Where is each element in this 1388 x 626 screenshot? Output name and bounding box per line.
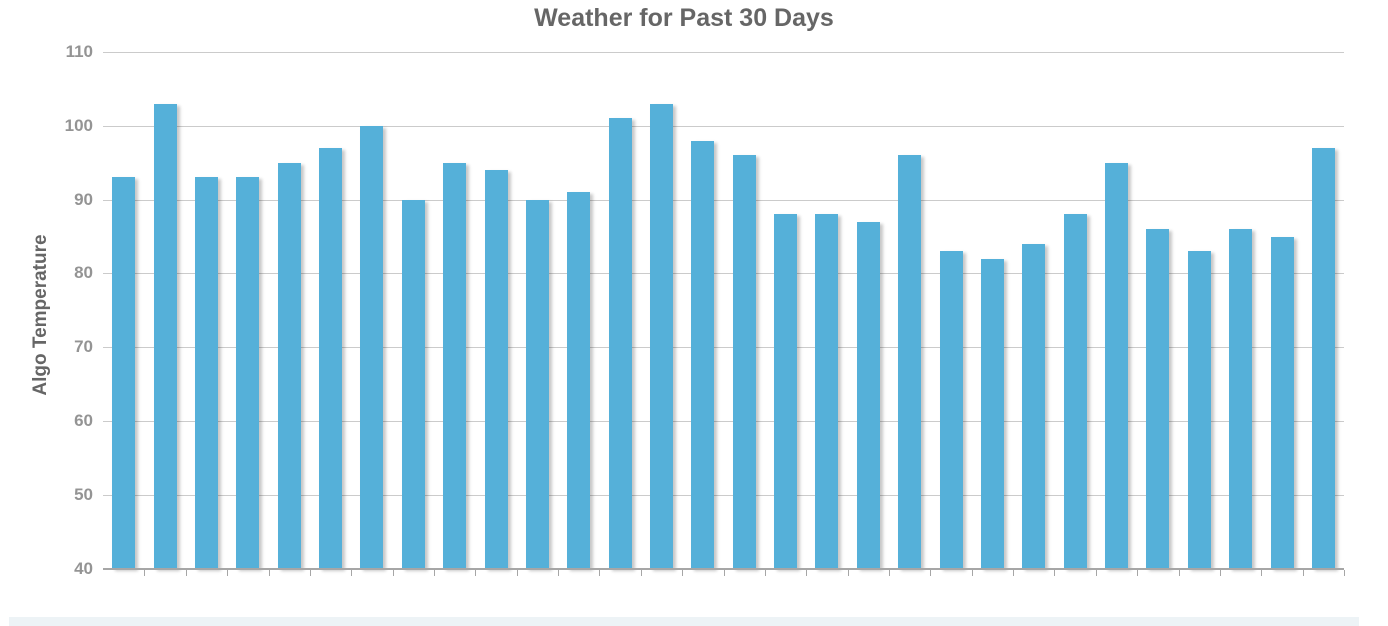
gridline-90 [103, 200, 1344, 201]
gridline-60 [103, 421, 1344, 422]
x-tick-18 [847, 570, 849, 576]
y-tick-label-100: 100 [64, 116, 93, 135]
x-tick-19 [889, 570, 890, 576]
x-tick-27 [1219, 570, 1221, 576]
y-tick-label-50: 50 [74, 485, 93, 504]
bar-day-13 [608, 118, 632, 569]
bar-day-8 [401, 199, 425, 569]
x-tick-21 [971, 570, 973, 576]
bar-day-11 [525, 199, 549, 569]
y-tick-label-90: 90 [74, 190, 93, 209]
gridline-100 [103, 126, 1344, 127]
bar-day-20 [898, 155, 922, 569]
x-tick-23 [1054, 570, 1056, 576]
bar-day-30 [1311, 147, 1335, 569]
x-tick-10 [516, 570, 518, 576]
y-axis-title: Algo Temperature [30, 234, 51, 396]
x-tick-15 [723, 570, 725, 576]
x-tick-3 [227, 570, 229, 576]
x-tick-8 [433, 570, 435, 576]
bar-day-24 [1063, 214, 1087, 569]
bar-day-21 [939, 251, 963, 569]
x-tick-13 [640, 570, 642, 576]
x-tick-16 [764, 570, 766, 576]
bar-day-9 [443, 162, 467, 569]
gridline-110 [103, 52, 1344, 53]
bar-day-28 [1229, 229, 1253, 569]
x-tick-30 [1344, 570, 1345, 576]
bar-day-14 [649, 103, 673, 569]
x-tick-24 [1095, 570, 1097, 576]
bar-day-23 [1022, 243, 1046, 569]
y-tick-label-110: 110 [65, 42, 93, 61]
y-tick-label-40: 40 [74, 559, 93, 578]
bar-day-5 [277, 162, 301, 569]
y-tick-label-60: 60 [74, 411, 93, 430]
bar-day-22 [980, 258, 1004, 569]
x-axis-line [103, 568, 1344, 570]
gridline-70 [103, 347, 1344, 348]
y-tick-label-70: 70 [74, 337, 93, 356]
x-tick-12 [599, 570, 601, 576]
bar-day-4 [236, 177, 260, 569]
x-tick-4 [268, 570, 270, 576]
bar-day-1 [112, 177, 136, 569]
bar-day-15 [691, 140, 715, 569]
bar-day-12 [567, 192, 591, 569]
bar-day-26 [1146, 229, 1170, 569]
bar-day-16 [732, 155, 756, 569]
y-tick-label-80: 80 [74, 263, 93, 282]
bar-day-6 [319, 147, 342, 569]
bar-day-10 [484, 170, 508, 569]
bar-day-18 [815, 214, 839, 569]
x-tick-7 [392, 570, 394, 576]
bar-day-27 [1187, 251, 1211, 569]
bar-day-7 [360, 125, 384, 569]
x-tick-5 [309, 570, 311, 576]
x-tick-17 [806, 570, 808, 576]
x-tick-26 [1178, 570, 1180, 576]
x-tick-28 [1261, 570, 1263, 576]
x-tick-2 [185, 570, 187, 576]
x-tick-14 [682, 570, 684, 576]
x-tick-22 [1013, 570, 1015, 576]
x-tick-25 [1137, 570, 1139, 576]
footer-strip [9, 617, 1359, 626]
x-tick-6 [351, 570, 353, 576]
bar-day-3 [194, 177, 218, 569]
bar-day-25 [1105, 162, 1128, 569]
bar-day-17 [774, 214, 797, 569]
x-tick-9 [475, 570, 477, 576]
gridline-50 [103, 495, 1344, 496]
bar-day-2 [153, 103, 177, 569]
x-tick-1 [144, 570, 146, 576]
x-tick-11 [558, 570, 559, 576]
chart-title: Weather for Past 30 Days [534, 4, 834, 32]
x-tick-20 [930, 570, 932, 576]
gridline-80 [103, 273, 1344, 274]
bar-day-29 [1270, 236, 1294, 569]
bar-day-19 [856, 221, 880, 569]
x-tick-29 [1302, 570, 1304, 576]
